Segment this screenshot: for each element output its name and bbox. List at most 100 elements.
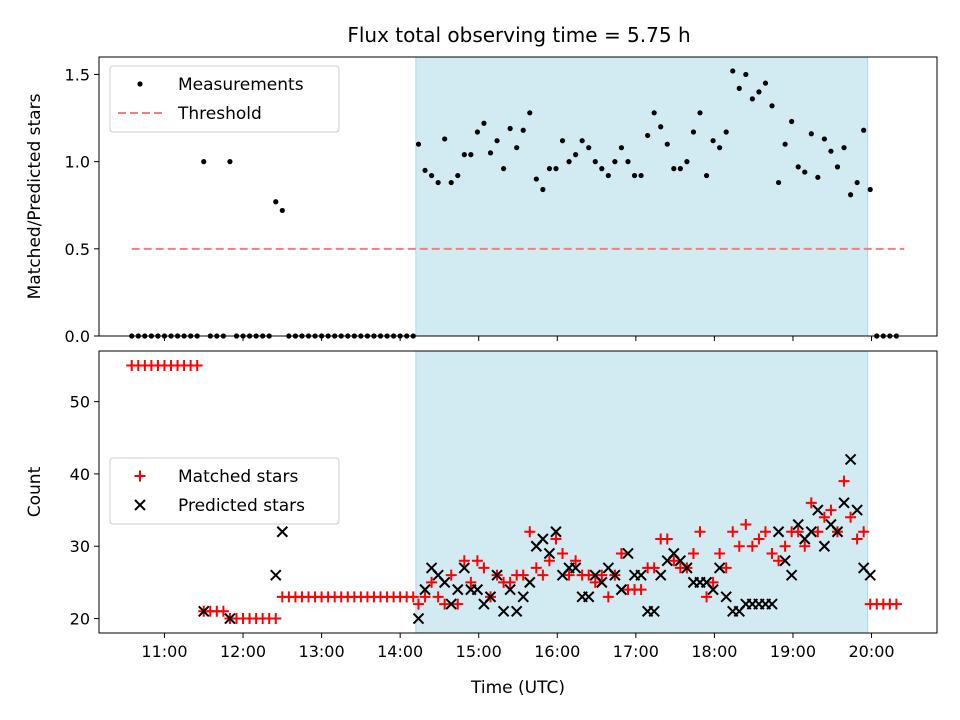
legend-label: Matched stars [178,467,298,487]
measurement-point [749,96,755,102]
matched-star-point [648,562,660,574]
matched-star-point [550,533,562,545]
x-tick-label: 12:00 [220,642,266,661]
x-tick-label: 13:00 [299,642,345,661]
x-tick-label: 16:00 [534,642,580,661]
predicted-star-point [720,591,732,603]
matched-star-point [524,526,536,538]
measurement-point [481,120,487,126]
measurement-point [756,89,762,95]
matched-star-point [432,591,444,603]
x-tick-label: 14:00 [377,642,423,661]
matched-star-point [615,547,627,559]
measurement-point [867,186,873,193]
y-tick-label: 0.0 [65,327,90,346]
matched-star-point [714,547,726,559]
measurement-point [769,103,775,109]
predicted-star-point [838,497,850,509]
matched-star-point [530,562,542,574]
predicted-star-point [812,504,824,516]
predicted-star-point [805,526,818,538]
predicted-star-point [510,605,523,618]
matched-star-point [517,569,529,581]
y-tick-label: 30 [70,537,90,556]
matched-star-point [858,526,870,538]
measurement-point [592,159,598,165]
measurement-point [638,172,644,179]
predicted-star-point [615,583,628,596]
matched-star-point [668,555,680,567]
measurement-point [861,127,867,133]
x-axis-label: Time (UTC) [470,678,565,698]
measurement-point [586,145,592,151]
measurement-point [442,136,448,142]
measurement-point [841,145,847,151]
predicted-star-point [635,569,647,581]
x-tick-label: 15:00 [456,642,502,661]
matched-star-point [759,526,771,538]
measurement-point [487,150,494,156]
measurement-point [474,129,481,135]
plot-frame [98,56,938,337]
matched-star-point [661,533,673,545]
measurement-point [461,152,467,158]
predicted-star-point [772,526,785,538]
predicted-star-point [224,612,236,625]
matched-star-point [818,511,830,523]
measurement-point [854,179,860,186]
y-tick-label: 0.5 [65,240,90,259]
matched-star-point [412,598,424,610]
measurement-point [553,166,559,172]
predicted-star-point [792,518,804,531]
legend-label: Threshold [177,104,262,124]
matched-star-point [890,598,902,610]
y-tick-label: 20 [70,610,90,629]
measurement-point [677,166,683,172]
matched-star-point [753,533,765,545]
measurement-point [428,172,435,179]
predicted-star-point [270,569,282,581]
measurement-point [468,152,474,158]
x-tick-label: 20:00 [848,642,894,661]
measurement-point [834,164,841,170]
predicted-star-point [818,540,831,552]
matched-star-point [439,598,451,610]
measurement-point [775,179,782,186]
matched-star-point [537,569,549,581]
matched-star-point [465,576,477,588]
measurement-point [802,169,808,175]
predicted-star-point [445,598,457,610]
legend-box [109,457,340,525]
measurement-point [599,166,605,172]
measurement-point [625,159,631,165]
measurement-point [227,159,233,165]
measurement-point [821,136,827,142]
predicted-star-point [458,562,471,574]
observing-window-span [415,56,869,337]
predicted-star-point [766,598,778,610]
measurement-point [808,131,814,137]
measurement-point [455,172,461,179]
predicted-star-point [707,583,719,596]
matched-star-point [773,555,785,567]
measurement-point [795,164,801,170]
matched-star-point [740,519,752,531]
measurement-point [500,166,507,172]
measurement-point [717,145,723,151]
predicted-star-point [452,583,464,596]
matched-star-point [687,547,699,559]
measurement-point [273,199,279,205]
predicted-star-point [517,591,529,603]
predicted-star-point [681,562,693,574]
measurement-point [815,174,821,180]
predicted-star-point [851,504,863,516]
matched-star-point [727,526,739,538]
measurement-point [697,110,703,116]
measurement-point [710,138,716,144]
predicted-star-point [779,554,791,567]
measurement-point [514,145,520,151]
x-tick-label: 19:00 [770,642,816,661]
measurement-point [520,127,526,133]
matched-star-point [825,504,837,516]
measurement-point [703,172,710,179]
